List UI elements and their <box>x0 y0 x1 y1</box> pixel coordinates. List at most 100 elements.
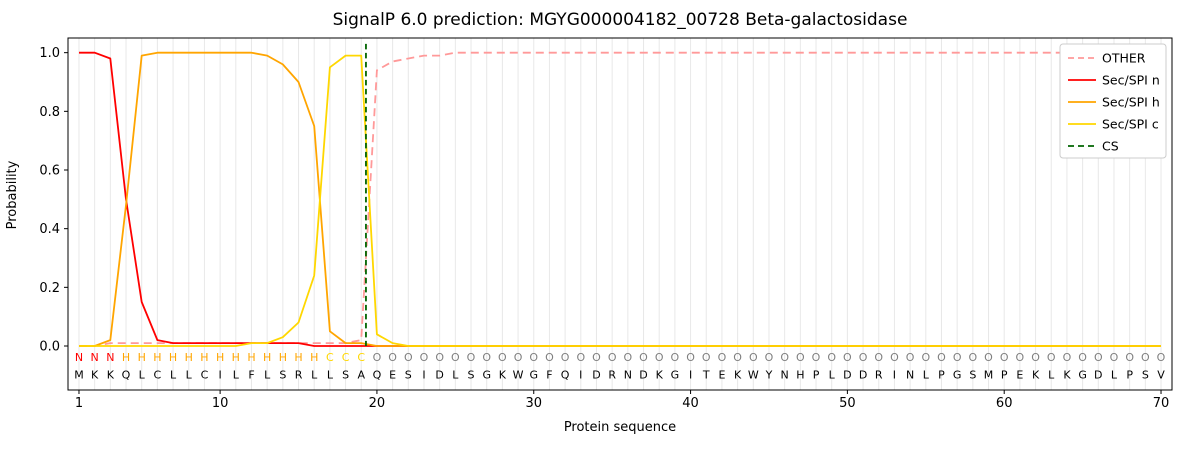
region-letter: O <box>498 351 507 364</box>
region-letter: H <box>232 351 240 364</box>
residue-letter: S <box>279 369 286 382</box>
region-letter: O <box>608 351 617 364</box>
legend-label-sec-spi-n: Sec/SPI n <box>1102 73 1160 88</box>
region-letter: O <box>874 351 883 364</box>
region-letter: O <box>1016 351 1025 364</box>
residue-letter: R <box>875 369 883 382</box>
region-letter: O <box>859 351 868 364</box>
residue-letter: F <box>248 369 254 382</box>
residue-letter: R <box>295 369 303 382</box>
residue-letter: W <box>513 369 524 382</box>
residue-letter: D <box>435 369 443 382</box>
region-letter: O <box>686 351 695 364</box>
residue-letter: L <box>186 369 193 382</box>
region-letter: O <box>482 351 491 364</box>
residue-letter: H <box>796 369 804 382</box>
x-tick-label: 70 <box>1153 396 1170 411</box>
residue-letter: K <box>1032 369 1040 382</box>
region-letter: O <box>749 351 758 364</box>
series-line-other <box>79 51 1161 347</box>
region-letter: O <box>545 351 554 364</box>
x-tick-label: 30 <box>525 396 542 411</box>
residue-letter: K <box>499 369 507 382</box>
residue-letter: N <box>906 369 914 382</box>
y-tick-label: 0.8 <box>39 105 60 120</box>
residue-letter: G <box>671 369 680 382</box>
residue-letter: L <box>452 369 459 382</box>
region-letter: C <box>357 351 365 364</box>
y-tick-label: 1.0 <box>39 46 60 61</box>
residue-letter: G <box>482 369 491 382</box>
residue-letter: L <box>170 369 177 382</box>
y-tick-label: 0.2 <box>39 281 60 296</box>
region-letter: O <box>561 351 570 364</box>
region-letter: O <box>921 351 930 364</box>
region-letter: O <box>576 351 585 364</box>
x-tick-label: 1 <box>75 396 83 411</box>
region-letter: H <box>216 351 224 364</box>
residue-letter: L <box>139 369 146 382</box>
x-tick-label: 10 <box>212 396 229 411</box>
region-letter: O <box>1047 351 1056 364</box>
legend-label-cs: CS <box>1102 139 1119 154</box>
region-letter: O <box>435 351 444 364</box>
region-letter: O <box>765 351 774 364</box>
region-letter: O <box>843 351 852 364</box>
residue-letter: D <box>859 369 867 382</box>
residue-letter: L <box>923 369 930 382</box>
residue-letter: S <box>1142 369 1149 382</box>
legend-label-other: OTHER <box>1102 51 1146 66</box>
region-letter: O <box>1110 351 1119 364</box>
region-letter: H <box>153 351 161 364</box>
region-letter: H <box>247 351 255 364</box>
residue-letter: E <box>389 369 396 382</box>
residue-letter: F <box>546 369 552 382</box>
residue-letter: E <box>1016 369 1023 382</box>
series-line-sec-spi-c <box>79 54 1161 347</box>
residue-letter: L <box>327 369 334 382</box>
residue-letter: I <box>689 369 692 382</box>
residue-letter: S <box>468 369 475 382</box>
residue-letter: L <box>233 369 240 382</box>
region-letter: O <box>1094 351 1103 364</box>
residue-letter: N <box>624 369 632 382</box>
region-letter: O <box>420 351 429 364</box>
residue-letter: L <box>1111 369 1118 382</box>
region-letter: O <box>1141 351 1150 364</box>
region-letter: H <box>310 351 318 364</box>
region-letter: O <box>1157 351 1166 364</box>
residue-letter: I <box>218 369 221 382</box>
region-letter: O <box>592 351 601 364</box>
residue-letter: S <box>969 369 976 382</box>
region-letter: O <box>796 351 805 364</box>
residue-letter: A <box>357 369 365 382</box>
region-letter: H <box>294 351 302 364</box>
residue-letter: P <box>813 369 820 382</box>
region-letter: O <box>514 351 523 364</box>
region-letter: O <box>969 351 978 364</box>
region-letter: N <box>75 351 83 364</box>
residue-letter: T <box>702 369 710 382</box>
region-letter: O <box>984 351 993 364</box>
residue-letter: G <box>529 369 538 382</box>
residue-letter: C <box>154 369 162 382</box>
region-letter: H <box>200 351 208 364</box>
series-line-sec-spi-h <box>79 51 1161 347</box>
region-letter: O <box>529 351 538 364</box>
residue-letter: P <box>1126 369 1133 382</box>
region-letter: O <box>639 351 648 364</box>
residue-letter: D <box>843 369 851 382</box>
region-letter: O <box>733 351 742 364</box>
region-letter: O <box>1000 351 1009 364</box>
plot-frame <box>67 37 1173 391</box>
region-letter: O <box>1063 351 1072 364</box>
region-letter: N <box>106 351 114 364</box>
residue-letter: K <box>734 369 742 382</box>
residue-letter: I <box>893 369 896 382</box>
residue-letter: I <box>422 369 425 382</box>
region-letter: H <box>122 351 130 364</box>
legend-label-sec-spi-c: Sec/SPI c <box>1102 117 1159 132</box>
residue-letter: S <box>342 369 349 382</box>
region-letter: C <box>326 351 334 364</box>
residue-letter: W <box>748 369 759 382</box>
